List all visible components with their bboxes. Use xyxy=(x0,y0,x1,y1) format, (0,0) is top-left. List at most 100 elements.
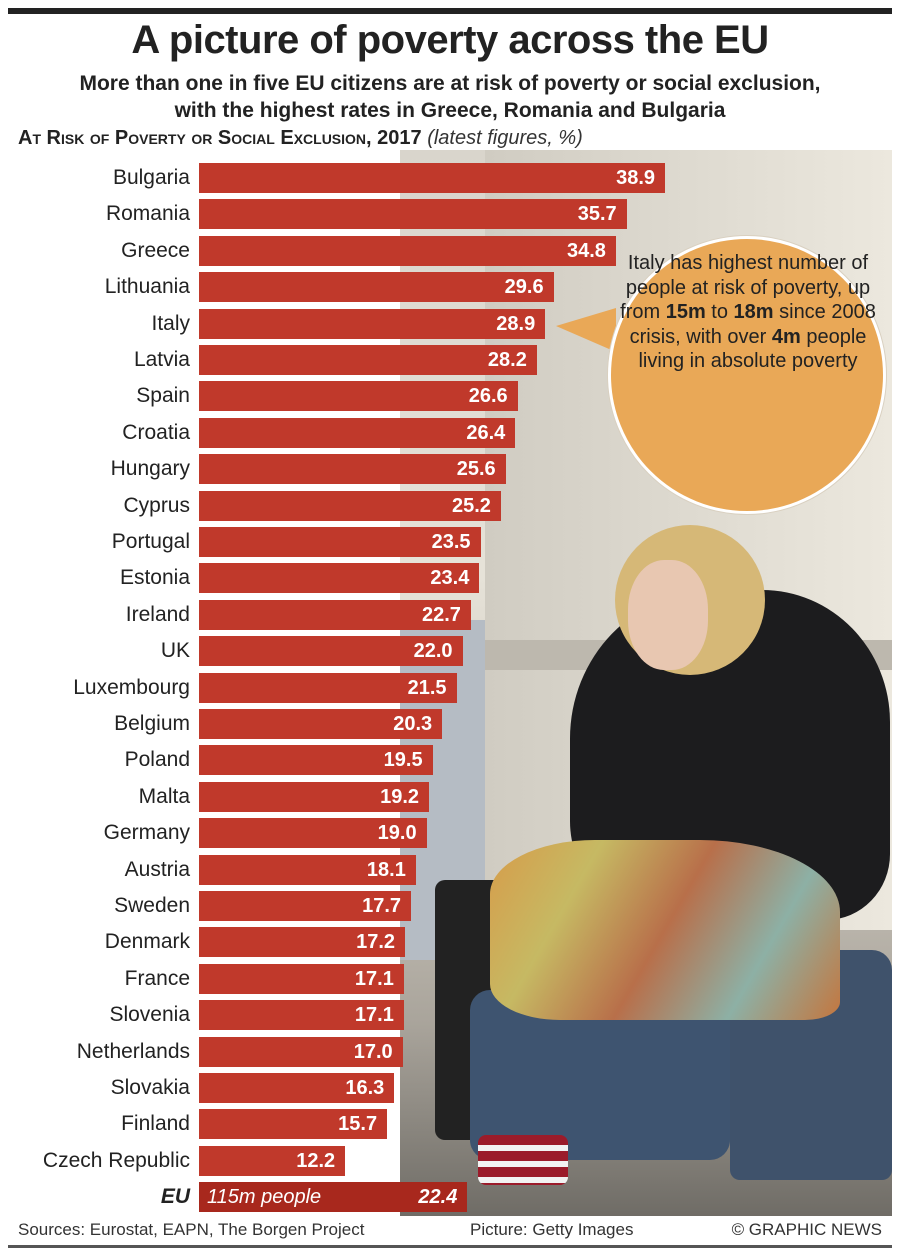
value-label: 23.4 xyxy=(430,567,470,590)
bar-latvia xyxy=(199,345,537,375)
country-label: Slovakia xyxy=(110,1076,190,1099)
eu-people-note: 115m people xyxy=(207,1186,322,1209)
copyright: © GRAPHIC NEWS xyxy=(731,1220,882,1239)
eu-value-label: 22.4 xyxy=(418,1186,458,1209)
value-label: 17.2 xyxy=(356,931,396,954)
country-label: Latvia xyxy=(133,348,190,371)
value-label: 19.2 xyxy=(380,785,420,808)
value-label: 38.9 xyxy=(616,167,656,189)
bar-spain xyxy=(199,381,518,412)
chart-title-text: At Risk of Poverty or Social Exclusion, … xyxy=(18,127,422,149)
callout-tail xyxy=(556,308,616,352)
bar-greece xyxy=(199,235,616,266)
country-label: UK xyxy=(160,639,190,663)
callout-text: Italy has highest number of people at ri… xyxy=(620,252,876,372)
bar-czech-republic xyxy=(199,1145,346,1176)
value-label: 26.6 xyxy=(468,385,508,408)
bar-malta xyxy=(199,781,430,812)
bar-france xyxy=(199,963,404,994)
bar-romania xyxy=(199,199,627,230)
bar-netherlands xyxy=(199,1036,403,1067)
bar-sweden xyxy=(199,891,412,921)
sources: Sources: Eurostat, EAPN, The Borgen Proj… xyxy=(18,1220,365,1239)
value-label: 17.0 xyxy=(353,1040,393,1063)
value-label: 23.5 xyxy=(431,531,471,553)
value-label: 28.9 xyxy=(496,312,536,335)
bar-hungary xyxy=(199,454,506,485)
country-label: Sweden xyxy=(114,894,190,917)
picture-credit: Picture: Getty Images xyxy=(470,1220,634,1239)
value-label: 28.2 xyxy=(487,349,527,371)
value-label: 29.6 xyxy=(504,276,544,299)
bar-estonia xyxy=(199,563,480,594)
country-label: Romania xyxy=(105,202,190,226)
bar-lithuania xyxy=(199,272,554,303)
bar-denmark xyxy=(199,927,406,958)
page-title: A picture of poverty across the EU xyxy=(131,18,769,62)
country-label: Hungary xyxy=(110,457,190,481)
country-label: Denmark xyxy=(104,930,190,954)
value-label: 17.7 xyxy=(362,895,402,917)
bar-bulgaria xyxy=(199,163,666,193)
top-rule xyxy=(8,8,892,14)
bar-croatia xyxy=(199,417,516,448)
country-label: Luxembourg xyxy=(73,675,190,699)
value-label: 25.2 xyxy=(451,494,491,517)
country-label: Estonia xyxy=(119,566,190,590)
country-label: Finland xyxy=(121,1112,190,1136)
value-label: 19.0 xyxy=(377,822,417,845)
value-label: 21.5 xyxy=(407,676,447,699)
eu-label: EU xyxy=(160,1185,190,1209)
value-label: 22.7 xyxy=(422,603,461,626)
value-label: 34.8 xyxy=(566,239,606,262)
value-label: 25.6 xyxy=(456,458,496,481)
value-label: 18.1 xyxy=(366,858,406,881)
value-label: 26.4 xyxy=(466,421,506,444)
bottom-rule xyxy=(8,1245,892,1248)
bar-italy xyxy=(199,308,546,339)
bar-germany xyxy=(199,818,427,849)
country-label: Lithuania xyxy=(104,275,190,299)
country-label: Bulgaria xyxy=(112,166,190,189)
bar-austria xyxy=(199,854,416,885)
country-label: Germany xyxy=(103,821,190,845)
country-label: Poland xyxy=(124,748,190,772)
value-label: 17.1 xyxy=(354,967,394,990)
value-label: 35.7 xyxy=(577,203,617,226)
bar-slovenia xyxy=(199,1000,404,1031)
value-label: 15.7 xyxy=(338,1113,378,1136)
bar-finland xyxy=(199,1109,388,1140)
country-label: Netherlands xyxy=(76,1039,190,1063)
country-label: Cyprus xyxy=(123,493,190,517)
country-label: Ireland xyxy=(125,602,190,626)
value-label: 16.3 xyxy=(345,1077,385,1099)
value-label: 17.1 xyxy=(354,1004,394,1027)
subtitle: More than one in five EU citizens are at… xyxy=(79,72,821,122)
bar-slovakia xyxy=(199,1073,395,1103)
country-label: Croatia xyxy=(122,420,190,444)
country-label: France xyxy=(124,966,190,990)
country-label: Portugal xyxy=(111,530,190,553)
country-label: Italy xyxy=(151,311,190,335)
country-label: Belgium xyxy=(114,712,190,735)
chart-note: (latest figures, %) xyxy=(427,127,583,149)
chart-title: At Risk of Poverty or Social Exclusion, … xyxy=(18,127,583,150)
callout-bubble xyxy=(608,236,886,514)
country-label: Greece xyxy=(121,238,190,262)
bar-poland xyxy=(199,745,433,776)
bar-uk xyxy=(199,636,463,667)
bar-cyprus xyxy=(199,490,501,521)
bar-luxembourg xyxy=(199,672,457,703)
value-label: 19.5 xyxy=(383,749,423,772)
bar-portugal xyxy=(199,527,481,557)
country-label: Spain xyxy=(136,384,190,408)
country-label: Malta xyxy=(138,784,190,808)
value-label: 22.0 xyxy=(413,640,453,663)
bar-belgium xyxy=(199,709,443,739)
bar-eu xyxy=(199,1182,468,1213)
bar-ireland xyxy=(199,599,471,630)
value-label: 12.2 xyxy=(296,1149,336,1172)
country-label: Czech Republic xyxy=(42,1148,190,1172)
country-label: Austria xyxy=(124,857,190,881)
